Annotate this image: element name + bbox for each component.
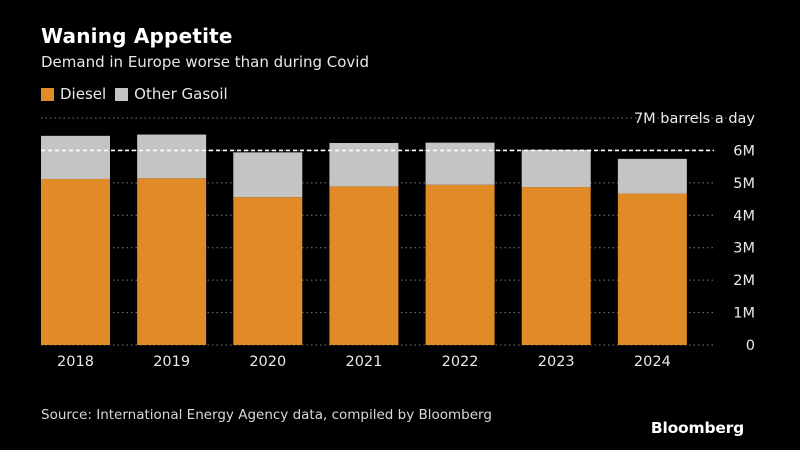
legend-label-diesel: Diesel: [60, 85, 107, 103]
bar-diesel: [41, 178, 110, 345]
source-note: Source: International Energy Agency data…: [41, 407, 492, 423]
bar-diesel: [233, 197, 303, 345]
y-tick-label: 4M: [733, 208, 755, 224]
bar-diesel: [329, 186, 399, 345]
bar-diesel: [137, 178, 207, 345]
bar-other-gasoil: [425, 142, 495, 185]
bar-diesel: [425, 184, 495, 345]
legend: Diesel Other Gasoil: [41, 85, 237, 103]
bar-other-gasoil: [137, 134, 207, 179]
legend-item-diesel: Diesel: [41, 85, 106, 103]
legend-label-other-gasoil: Other Gasoil: [134, 85, 228, 103]
x-tick-label: 2018: [57, 354, 94, 370]
y-tick-label: 7M barrels a day: [634, 111, 755, 127]
legend-swatch-other-gasoil: [115, 87, 129, 101]
y-tick-label: 5M: [733, 176, 755, 192]
legend-swatch-diesel: [41, 87, 54, 101]
x-tick-label: 2023: [538, 354, 575, 370]
x-tick-label: 2022: [442, 354, 479, 370]
bar-other-gasoil: [233, 152, 303, 198]
y-tick-label: 2M: [733, 273, 755, 289]
chart-title: Waning Appetite: [41, 24, 233, 48]
bar-other-gasoil: [329, 142, 399, 187]
legend-item-other-gasoil: Other Gasoil: [115, 85, 228, 103]
x-tick-label: 2019: [153, 354, 190, 370]
bloomberg-logo: Bloomberg: [650, 419, 744, 437]
bar-other-gasoil: [617, 158, 687, 194]
y-tick-label: 6M: [733, 143, 755, 159]
y-tick-label: 3M: [733, 241, 755, 257]
y-tick-label: 1M: [733, 306, 755, 322]
y-tick-label: 0: [746, 338, 755, 354]
x-tick-label: 2024: [634, 354, 671, 370]
chart-subtitle: Demand in Europe worse than during Covid: [41, 53, 369, 71]
bar-diesel: [521, 187, 591, 345]
bar-other-gasoil: [41, 135, 110, 179]
bar-other-gasoil: [521, 149, 591, 188]
bar-diesel: [617, 193, 687, 345]
x-tick-label: 2021: [345, 354, 382, 370]
x-tick-label: 2020: [249, 354, 286, 370]
